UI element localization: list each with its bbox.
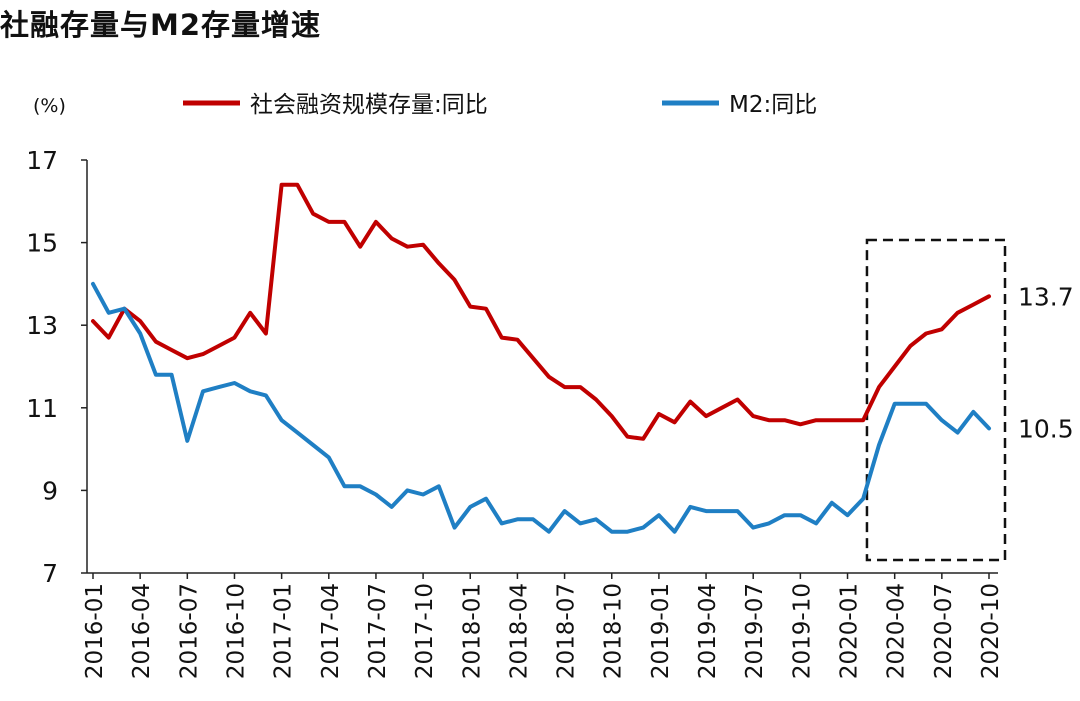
highlight-box — [865, 238, 1007, 562]
y-tick-label: 17 — [26, 146, 58, 175]
x-tick-label: 2018-01 — [459, 583, 485, 679]
x-tick-label: 2017-01 — [271, 583, 297, 679]
x-tick-label: 2018-04 — [506, 583, 532, 679]
x-tick-label: 2020-01 — [837, 583, 863, 679]
x-tick-label: 2020-07 — [931, 583, 957, 679]
x-tick-label: 2017-04 — [318, 583, 344, 679]
x-tick-label: 2020-10 — [978, 583, 1004, 679]
x-tick-label: 2019-07 — [742, 583, 768, 679]
y-tick-label: 15 — [26, 229, 58, 258]
series-line-m2 — [91, 281, 991, 534]
chart-title: 社融存量与M2存量增速 — [0, 8, 322, 42]
x-tick-label: 2020-04 — [884, 583, 910, 679]
x-tick-label: 2019-10 — [789, 583, 815, 679]
x-tick-label: 2016-01 — [82, 583, 108, 679]
series-line-social-financing — [91, 182, 991, 441]
y-tick-label: 11 — [26, 394, 58, 423]
x-tick-label: 2018-10 — [601, 583, 627, 679]
x-tick-label: 2016-10 — [223, 583, 249, 679]
y-tick-label: 7 — [42, 559, 58, 588]
x-tick-label: 2019-04 — [695, 583, 721, 679]
y-tick-label: 13 — [26, 311, 58, 340]
x-tick-label: 2016-04 — [129, 583, 155, 679]
x-tick-label: 2017-07 — [365, 583, 391, 679]
x-tick-label: 2017-10 — [412, 583, 438, 679]
legend-label: M2:同比 — [729, 92, 817, 118]
x-tick-label: 2018-07 — [554, 583, 580, 679]
x-tick-label: 2019-01 — [648, 583, 674, 679]
x-tick-label: 2016-07 — [176, 583, 202, 679]
y-tick-label: 9 — [42, 476, 58, 505]
y-unit-label: (%) — [33, 95, 66, 117]
end-value-label: 10.5 — [1018, 414, 1074, 443]
legend-label: 社会融资规模存量:同比 — [250, 92, 488, 118]
end-value-label: 13.7 — [1018, 282, 1074, 311]
